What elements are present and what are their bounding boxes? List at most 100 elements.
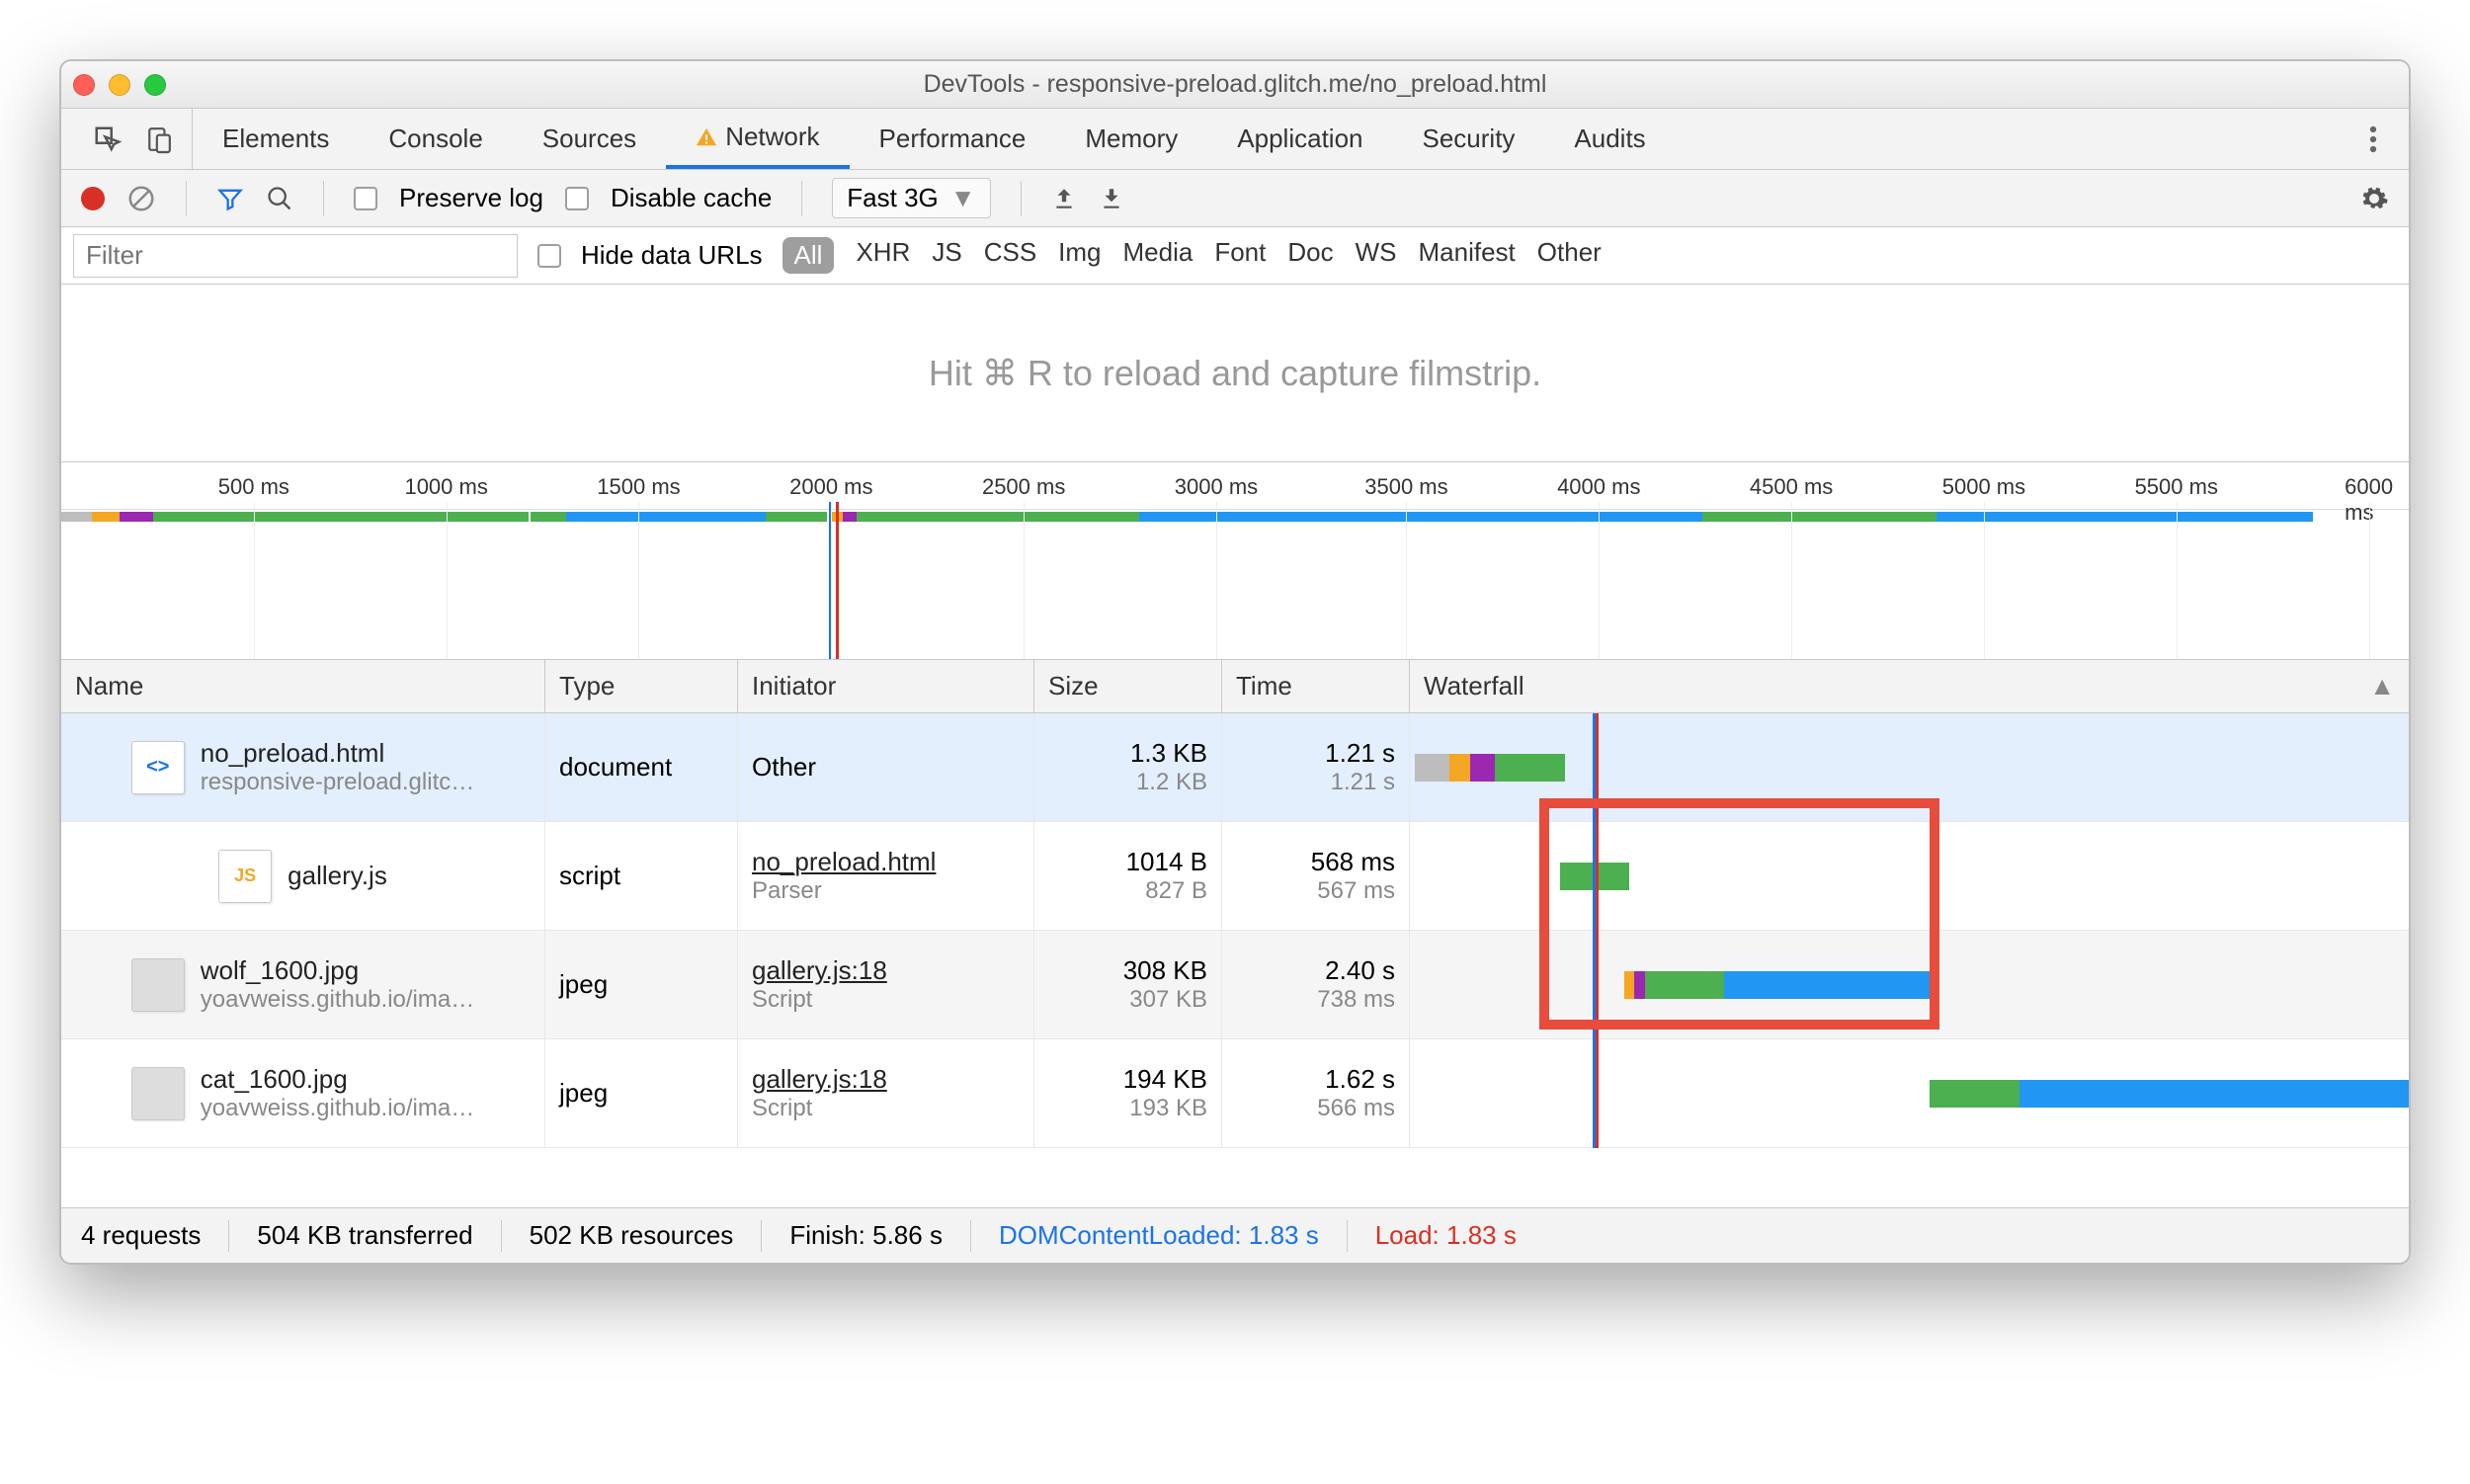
request-type: script <box>559 861 723 891</box>
tab-network[interactable]: Network <box>666 109 849 169</box>
download-icon[interactable] <box>1099 186 1124 211</box>
waterfall-segment <box>1724 971 1934 999</box>
timeline-tick: 5000 ms <box>1942 474 2025 500</box>
filter-type-other[interactable]: Other <box>1537 237 1602 274</box>
request-size: 308 KB <box>1123 955 1207 986</box>
filter-type-media[interactable]: Media <box>1123 237 1194 274</box>
table-row[interactable]: cat_1600.jpgyoavweiss.github.io/ima…jpeg… <box>61 1039 2409 1148</box>
column-time[interactable]: Time <box>1222 660 1410 712</box>
request-time-sub: 1.21 s <box>1331 769 1395 796</box>
disable-cache-checkbox[interactable] <box>565 187 589 210</box>
tab-elements[interactable]: Elements <box>193 109 359 169</box>
timeline-tick: 3500 ms <box>1364 474 1447 500</box>
request-size: 1014 B <box>1126 847 1207 877</box>
inspect-icon[interactable] <box>93 124 123 154</box>
column-waterfall[interactable]: Waterfall ▲ <box>1410 660 2409 712</box>
disable-cache-label: Disable cache <box>611 183 772 213</box>
request-name: wolf_1600.jpg <box>201 955 474 986</box>
overview-segment <box>293 512 529 522</box>
transferred-size: 504 KB transferred <box>257 1220 472 1251</box>
tab-audits[interactable]: Audits <box>1544 109 1675 169</box>
table-header: Name Type Initiator Size Time Waterfall … <box>61 660 2409 713</box>
request-table: <>no_preload.htmlresponsive-preload.glit… <box>61 713 2409 1148</box>
request-initiator[interactable]: gallery.js:18 <box>752 1064 1020 1095</box>
timeline-tick: 1000 ms <box>404 474 487 500</box>
filter-type-all[interactable]: All <box>782 237 835 274</box>
tab-sources[interactable]: Sources <box>513 109 666 169</box>
filter-type-font[interactable]: Font <box>1214 237 1266 274</box>
overview-segment <box>531 512 566 522</box>
filter-type-doc[interactable]: Doc <box>1287 237 1333 274</box>
request-time: 568 ms <box>1311 847 1395 877</box>
filter-icon[interactable] <box>216 184 244 213</box>
filter-type-xhr[interactable]: XHR <box>856 237 910 274</box>
throttling-select[interactable]: Fast 3G ▼ <box>832 178 990 218</box>
hide-data-urls-checkbox[interactable] <box>537 244 561 268</box>
filter-type-css[interactable]: CSS <box>984 237 1036 274</box>
table-row[interactable]: <>no_preload.htmlresponsive-preload.glit… <box>61 713 2409 822</box>
timeline-overview[interactable]: 500 ms1000 ms1500 ms2000 ms2500 ms3000 m… <box>61 462 2409 660</box>
upload-icon[interactable] <box>1051 186 1077 211</box>
overview-segment <box>61 512 92 522</box>
table-row[interactable]: wolf_1600.jpgyoavweiss.github.io/ima…jpe… <box>61 931 2409 1039</box>
load-time: Load: 1.83 s <box>1375 1220 1517 1251</box>
request-size-sub: 1.2 KB <box>1136 769 1207 796</box>
overview-segment <box>120 512 152 522</box>
waterfall-segment <box>1634 971 1644 999</box>
timeline-tick: 4500 ms <box>1750 474 1833 500</box>
device-toggle-icon[interactable] <box>146 124 172 154</box>
record-button[interactable] <box>81 187 105 210</box>
throttling-value: Fast 3G <box>847 183 938 213</box>
filter-input[interactable] <box>73 234 518 278</box>
filter-type-img[interactable]: Img <box>1058 237 1101 274</box>
devtools-window: DevTools - responsive-preload.glitch.me/… <box>59 59 2411 1265</box>
request-initiator[interactable]: gallery.js:18 <box>752 955 1020 986</box>
request-name: no_preload.html <box>201 738 474 769</box>
timeline-tick: 4000 ms <box>1557 474 1640 500</box>
request-time-sub: 567 ms <box>1317 877 1395 905</box>
requests-count: 4 requests <box>81 1220 201 1251</box>
gear-icon[interactable] <box>2359 184 2389 213</box>
request-time-sub: 566 ms <box>1317 1095 1395 1122</box>
tab-console[interactable]: Console <box>359 109 512 169</box>
waterfall-segment <box>1624 971 1634 999</box>
tab-performance[interactable]: Performance <box>850 109 1056 169</box>
request-size-sub: 827 B <box>1145 877 1207 905</box>
waterfall-segment <box>1470 754 1495 782</box>
clear-icon[interactable] <box>126 184 156 213</box>
html-file-icon: <> <box>131 741 185 794</box>
image-thumb-icon <box>131 958 185 1012</box>
search-icon[interactable] <box>266 185 293 212</box>
request-initiator[interactable]: no_preload.html <box>752 847 1020 877</box>
column-size[interactable]: Size <box>1034 660 1222 712</box>
request-type: jpeg <box>559 969 723 1000</box>
overview-segment <box>1936 512 2312 522</box>
filter-type-manifest[interactable]: Manifest <box>1419 237 1516 274</box>
waterfall-segment <box>1449 754 1469 782</box>
network-toolbar: Preserve log Disable cache Fast 3G ▼ <box>61 170 2409 227</box>
timeline-tick: 500 ms <box>218 474 289 500</box>
sort-arrow-icon: ▲ <box>2369 671 2395 701</box>
preserve-log-label: Preserve log <box>399 183 543 213</box>
filter-type-js[interactable]: JS <box>932 237 961 274</box>
preserve-log-checkbox[interactable] <box>354 187 377 210</box>
tab-memory[interactable]: Memory <box>1055 109 1207 169</box>
more-menu-icon[interactable] <box>2349 124 2397 154</box>
filmstrip-message: Hit ⌘ R to reload and capture filmstrip. <box>929 353 1541 394</box>
tab-application[interactable]: Application <box>1207 109 1392 169</box>
overview-segment <box>843 512 857 522</box>
hide-data-urls-label: Hide data URLs <box>581 240 763 271</box>
column-name[interactable]: Name <box>61 660 545 712</box>
initiator-type: Script <box>752 1095 1020 1122</box>
overview-segment <box>1139 512 1702 522</box>
waterfall-segment <box>1930 1080 2019 1108</box>
request-name: gallery.js <box>288 861 387 891</box>
filter-type-ws[interactable]: WS <box>1356 237 1397 274</box>
tab-security[interactable]: Security <box>1393 109 1545 169</box>
column-type[interactable]: Type <box>545 660 738 712</box>
table-row[interactable]: JSgallery.jsscriptno_preload.htmlParser1… <box>61 822 2409 931</box>
filmstrip-area: Hit ⌘ R to reload and capture filmstrip. <box>61 285 2409 462</box>
request-size: 1.3 KB <box>1130 738 1207 769</box>
warning-icon <box>696 126 717 148</box>
column-initiator[interactable]: Initiator <box>738 660 1034 712</box>
